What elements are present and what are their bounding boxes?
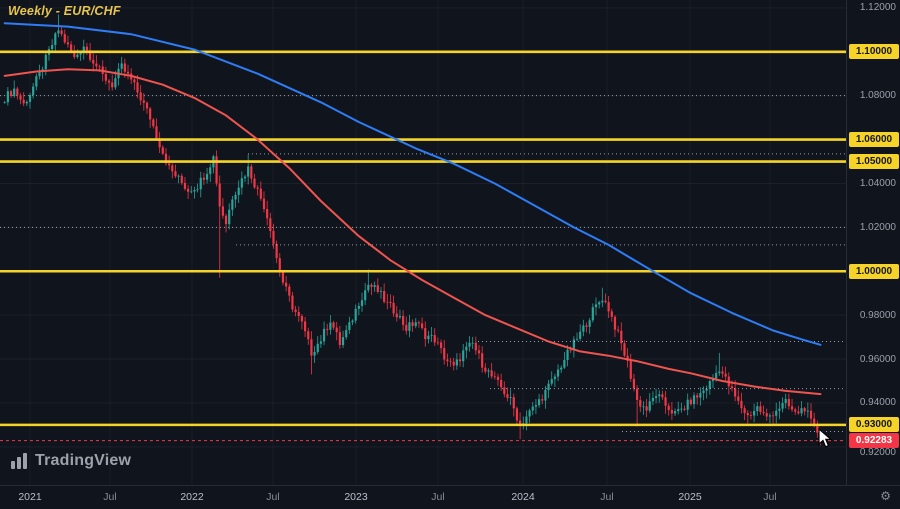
- price-axis-label[interactable]: 0.98000: [859, 309, 896, 321]
- current-price-label[interactable]: 0.92283: [849, 433, 899, 449]
- fast-ma-red-line[interactable]: [3, 68, 822, 396]
- price-axis-label[interactable]: 0.93000: [849, 417, 899, 433]
- price-axis-label[interactable]: 1.04000: [859, 177, 896, 189]
- tradingview-logo[interactable]: TradingView: [10, 452, 131, 470]
- time-axis-label[interactable]: Jul: [431, 491, 445, 503]
- price-axis-label[interactable]: 1.10000: [849, 44, 899, 60]
- tradingview-logo-icon: [11, 453, 27, 469]
- gear-icon[interactable]: ⚙: [880, 489, 891, 503]
- chart-plot-area[interactable]: [0, 0, 900, 485]
- time-axis-label[interactable]: Jul: [763, 491, 777, 503]
- price-axis-label[interactable]: 1.12000: [859, 2, 896, 14]
- price-axis-label[interactable]: 1.00000: [849, 263, 899, 279]
- time-axis-label[interactable]: 2022: [180, 491, 204, 503]
- time-axis-label[interactable]: 2024: [511, 491, 535, 503]
- slow-ma-blue-line[interactable]: [3, 22, 822, 346]
- time-axis-label[interactable]: Jul: [103, 491, 117, 503]
- time-axis-label[interactable]: 2023: [344, 491, 368, 503]
- tradingview-logo-text: TradingView: [35, 452, 132, 469]
- price-axis[interactable]: 1.12000 1.10000 1.08000 1.06000 1.05000 1.040…: [846, 0, 900, 485]
- price-axis-label[interactable]: 0.94000: [859, 397, 896, 409]
- price-axis-label[interactable]: 1.06000: [849, 132, 899, 148]
- price-axis-label[interactable]: 1.05000: [849, 154, 899, 170]
- time-axis-label[interactable]: 2025: [678, 491, 702, 503]
- price-axis-label[interactable]: 1.08000: [859, 90, 896, 102]
- time-axis-label[interactable]: Jul: [600, 491, 614, 503]
- chart-title: Weekly - EUR/CHF: [8, 4, 121, 18]
- time-axis-label[interactable]: 2021: [18, 491, 42, 503]
- price-axis-label[interactable]: 1.02000: [859, 221, 896, 233]
- price-axis-label[interactable]: 0.96000: [859, 353, 896, 365]
- mouse-cursor: [818, 428, 833, 448]
- time-axis[interactable]: 2021 Jul 2022 Jul 2023 Jul 2024 Jul 2025 Jul: [0, 485, 900, 509]
- price-axis-label[interactable]: 0.92000: [859, 447, 896, 459]
- time-axis-label[interactable]: Jul: [266, 491, 280, 503]
- candlestick-series: [3, 14, 822, 446]
